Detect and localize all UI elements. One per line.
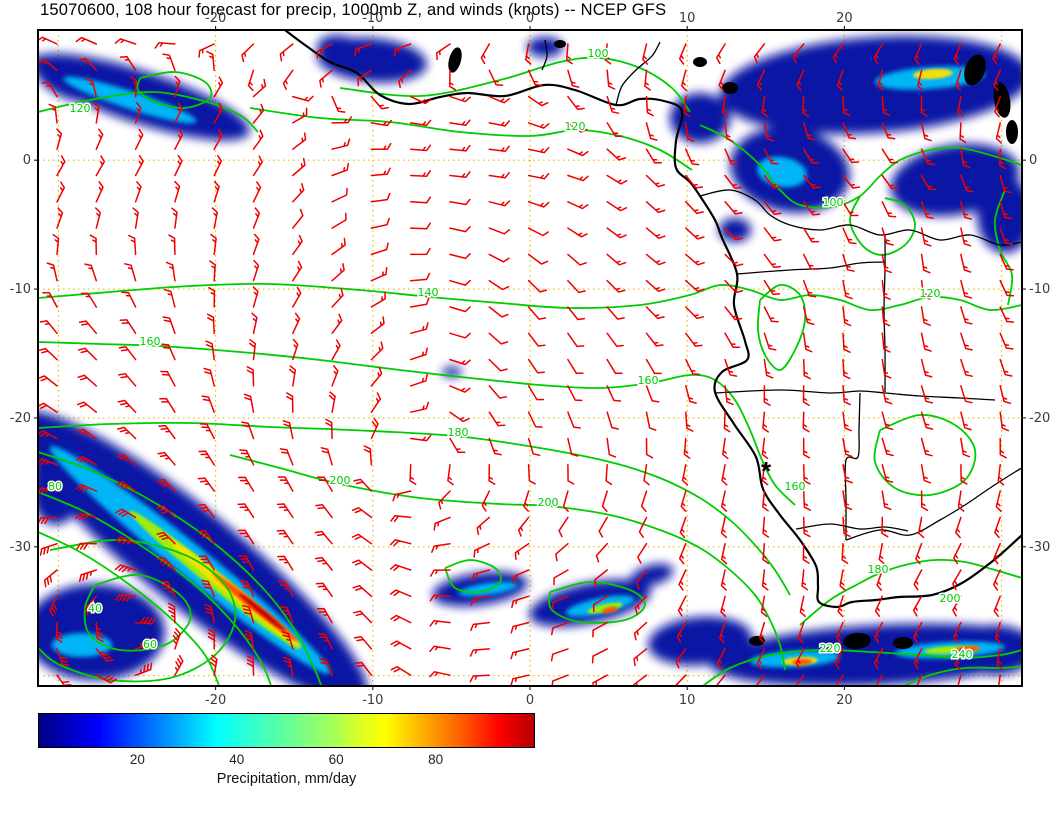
x-tick-label-bottom: -20 bbox=[205, 693, 226, 708]
contour-label: 100 bbox=[588, 47, 609, 60]
y-tick-label-right: -10 bbox=[1029, 282, 1050, 297]
contour-label: 240 bbox=[952, 648, 973, 661]
contour-layer bbox=[38, 56, 1022, 686]
country-border bbox=[736, 261, 886, 275]
contour-label: 180 bbox=[868, 563, 889, 576]
x-tick-label-top: -20 bbox=[205, 11, 226, 26]
lakes-layer bbox=[448, 40, 1018, 650]
contour-label: 40 bbox=[88, 602, 102, 615]
colorbar-tick-label: 80 bbox=[428, 752, 444, 767]
contour-label: 60 bbox=[143, 638, 157, 651]
contour-label: 80 bbox=[48, 480, 62, 493]
station-marker: * bbox=[761, 456, 772, 486]
contour-label: 120 bbox=[920, 287, 941, 300]
x-tick-label-bottom: 0 bbox=[526, 693, 534, 708]
contour-label: 180 bbox=[448, 426, 469, 439]
country-border bbox=[844, 392, 861, 540]
country-border bbox=[883, 234, 886, 393]
country-border bbox=[714, 389, 996, 401]
x-tick-label-top: 20 bbox=[836, 11, 853, 26]
colorbar: 20 40 60 80 Precipitation, mm/day bbox=[38, 713, 535, 787]
contour-label: 120 bbox=[70, 102, 91, 115]
colorbar-label: Precipitation, mm/day bbox=[216, 771, 357, 787]
contour-labels-layer: 120 100 120 100 140 120 160 160 180 200 200 160 180 4… bbox=[47, 46, 975, 663]
wind-barbs-layer bbox=[38, 36, 1015, 686]
contour-label: 120 bbox=[565, 120, 586, 133]
x-tick-label-bottom: 20 bbox=[836, 693, 853, 708]
contour-label: 160 bbox=[638, 374, 659, 387]
y-tick-label-right: 0 bbox=[1029, 153, 1037, 168]
contour-label: 140 bbox=[418, 286, 439, 299]
y-tick-label-right: -20 bbox=[1029, 411, 1050, 426]
colorbar-gradient bbox=[38, 713, 535, 748]
figure-title: 15070600, 108 hour forecast for precip, … bbox=[40, 1, 667, 19]
map-frame bbox=[37, 29, 1023, 687]
country-border bbox=[795, 523, 909, 532]
y-tick-label-left: -30 bbox=[10, 540, 31, 555]
x-tick-label-top: 0 bbox=[526, 11, 534, 26]
precip-layer bbox=[38, 35, 1022, 686]
contour-label: 160 bbox=[785, 480, 806, 493]
coastline-layer bbox=[284, 30, 1022, 609]
contour-label: 160 bbox=[140, 335, 161, 348]
contour-label: 200 bbox=[330, 474, 351, 487]
y-tick-label-left: -10 bbox=[10, 282, 31, 297]
contour-label: 100 bbox=[823, 196, 844, 209]
contour-label: 200 bbox=[538, 496, 559, 509]
x-tick-label-bottom: 10 bbox=[679, 693, 696, 708]
country-border bbox=[541, 39, 548, 71]
y-tick-label-left: 0 bbox=[23, 153, 31, 168]
contour-label: 200 bbox=[940, 592, 961, 605]
colorbar-tick-label: 20 bbox=[129, 752, 145, 767]
colorbar-ticks: 20 40 60 80 bbox=[38, 748, 535, 770]
x-tick-label-top: 10 bbox=[679, 11, 696, 26]
y-tick-label-left: -20 bbox=[10, 411, 31, 426]
contour-label: 220 bbox=[820, 642, 841, 655]
x-tick-label-bottom: -10 bbox=[362, 693, 383, 708]
country-border bbox=[615, 41, 661, 106]
colorbar-tick-label: 60 bbox=[328, 752, 344, 767]
colorbar-tick-label: 40 bbox=[229, 752, 245, 767]
x-tick-label-top: -10 bbox=[362, 11, 383, 26]
wind-barbs bbox=[38, 36, 1015, 686]
country-border bbox=[699, 189, 1022, 246]
y-tick-label-right: -30 bbox=[1029, 540, 1050, 555]
map-content: 120 100 120 100 140 120 160 160 180 200 200 160 180 4… bbox=[38, 30, 1022, 686]
